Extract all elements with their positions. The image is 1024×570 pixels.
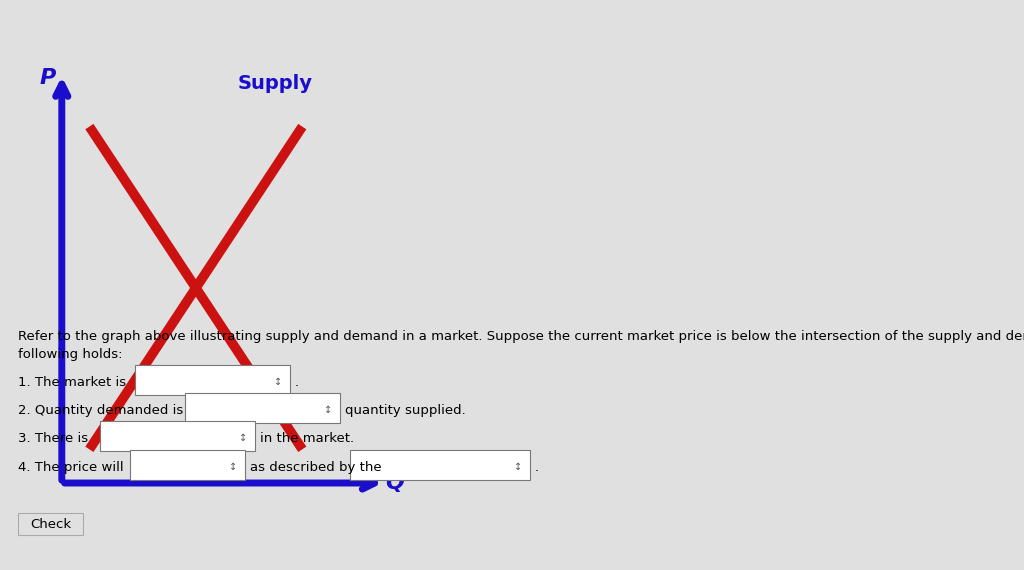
- Text: ↕: ↕: [514, 462, 522, 472]
- Text: .: .: [295, 376, 299, 389]
- Text: ↕: ↕: [228, 462, 237, 472]
- Text: as described by the: as described by the: [250, 461, 382, 474]
- Text: following holds:: following holds:: [18, 348, 123, 361]
- Text: Q: Q: [385, 473, 404, 493]
- Text: Demand: Demand: [229, 406, 321, 425]
- Text: P: P: [40, 68, 56, 88]
- Text: 1. The market is: 1. The market is: [18, 376, 127, 389]
- Text: Supply: Supply: [238, 74, 312, 93]
- Text: Check: Check: [31, 518, 72, 531]
- Text: .: .: [536, 461, 540, 474]
- Text: ↕: ↕: [324, 405, 332, 415]
- Text: 2. Quantity demanded is: 2. Quantity demanded is: [18, 404, 183, 417]
- Text: 4. The price will: 4. The price will: [18, 461, 124, 474]
- Text: 3. There is: 3. There is: [18, 431, 88, 445]
- Text: Refer to the graph above illustrating supply and demand in a market. Suppose the: Refer to the graph above illustrating su…: [18, 330, 1024, 343]
- Text: ↕: ↕: [273, 377, 282, 387]
- Text: ↕: ↕: [239, 433, 247, 443]
- Text: quantity supplied.: quantity supplied.: [345, 404, 466, 417]
- Text: in the market.: in the market.: [260, 431, 354, 445]
